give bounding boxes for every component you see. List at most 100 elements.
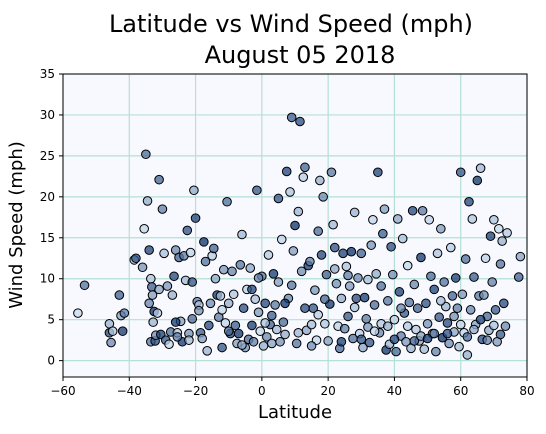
scatter-point	[396, 303, 406, 314]
scatter-point	[490, 305, 501, 315]
scatter-point	[409, 279, 420, 290]
y-tick-label: 0	[47, 354, 55, 368]
scatter-point	[455, 319, 466, 330]
scatter-point	[402, 321, 413, 332]
scatter-point	[436, 223, 446, 234]
scatter-point	[450, 273, 461, 283]
scatter-point	[230, 320, 241, 331]
scatter-point	[351, 293, 362, 304]
scatter-point	[373, 167, 383, 178]
scatter-point	[141, 149, 151, 160]
scatter-point	[313, 309, 324, 320]
scatter-point	[296, 266, 307, 277]
scatter-point	[280, 298, 290, 309]
scatter-point	[344, 281, 355, 291]
scatter-point	[419, 344, 430, 354]
y-tick-label: 10	[40, 272, 55, 286]
scatter-point	[197, 333, 207, 344]
y-tick-label: 25	[40, 149, 55, 163]
scatter-point	[268, 269, 279, 279]
scatter-point	[475, 314, 486, 325]
scatter-point	[439, 277, 449, 287]
scatter-point	[144, 298, 154, 309]
scatter-point	[306, 341, 317, 351]
scatter-point	[449, 311, 459, 322]
scatter-point	[421, 298, 431, 309]
x-axis-label: Latitude	[258, 402, 332, 423]
scatter-point	[359, 292, 370, 303]
scatter-point	[469, 324, 479, 335]
scatter-point	[252, 185, 262, 196]
scatter-point	[152, 308, 163, 318]
scatter-point	[187, 314, 198, 324]
scatter-point	[172, 332, 183, 342]
scatter-point	[329, 242, 340, 253]
scatter-point	[321, 269, 332, 280]
scatter-point	[383, 296, 393, 306]
scatter-point	[222, 196, 232, 207]
scatter-point	[424, 214, 435, 225]
scatter-point	[223, 298, 234, 309]
y-axis-label: Wind Speed (mph)	[6, 141, 27, 309]
scatter-point	[379, 204, 390, 214]
scatter-point	[444, 338, 454, 349]
scatter-point	[318, 192, 328, 202]
y-tick-label: 35	[40, 67, 55, 81]
x-tick-label: 40	[387, 384, 402, 398]
scatter-point	[260, 298, 270, 309]
scatter-point	[338, 248, 348, 259]
scatter-point	[167, 290, 178, 300]
scatter-point	[262, 332, 272, 342]
scatter-point	[417, 205, 428, 216]
scatter-point	[147, 290, 158, 300]
scatter-point	[142, 196, 153, 206]
scatter-point	[442, 318, 453, 328]
scatter-point	[298, 172, 309, 182]
scatter-point	[154, 284, 164, 295]
scatter-point	[107, 326, 118, 336]
scatter-point	[353, 273, 363, 283]
plot-frame	[62, 73, 528, 378]
scatter-point	[238, 303, 249, 314]
scatter-point	[331, 278, 342, 289]
scatter-point	[295, 116, 305, 127]
scatter-point	[117, 326, 128, 336]
scatter-point	[281, 166, 292, 177]
scatter-point	[462, 350, 473, 360]
scatter-point	[159, 248, 169, 259]
y-axis-ticks: 0 5 10 15 20 25 30 35	[40, 67, 63, 368]
scatter-point	[273, 277, 284, 287]
scatter-point	[487, 277, 498, 287]
scatter-point	[185, 247, 196, 258]
scatter-point	[412, 303, 423, 314]
scatter-point	[184, 335, 194, 345]
x-tick-label: 20	[321, 384, 336, 398]
chart-title-line-1: Latitude vs Wind Speed (mph)	[109, 10, 473, 38]
scatter-point	[479, 290, 489, 300]
scatter-point	[306, 319, 317, 330]
scatter-point	[376, 281, 386, 291]
scatter-point	[454, 341, 464, 352]
scatter-point	[499, 298, 509, 309]
scatter-point	[429, 328, 440, 339]
x-axis-ticks: −60 −40 −20 0 20 40 60 80	[50, 377, 535, 398]
scatter-point	[189, 185, 199, 196]
scatter-point	[386, 241, 396, 252]
scatter-point	[462, 332, 473, 342]
scatter-point	[426, 271, 436, 282]
scatter-point	[366, 240, 377, 250]
scatter-point	[457, 289, 468, 300]
scatter-point	[323, 336, 333, 346]
scatter-point	[472, 175, 483, 186]
scatter-point	[515, 251, 526, 262]
scatter-point	[255, 326, 266, 336]
scatter-point	[422, 318, 433, 329]
scatter-point	[286, 112, 297, 123]
scatter-point	[190, 213, 201, 223]
scatter-point	[432, 248, 443, 259]
scatter-point	[148, 317, 158, 327]
scatter-point	[146, 273, 156, 284]
scatter-point	[223, 326, 234, 336]
scatter-point	[237, 340, 247, 350]
scatter-point	[164, 339, 174, 350]
